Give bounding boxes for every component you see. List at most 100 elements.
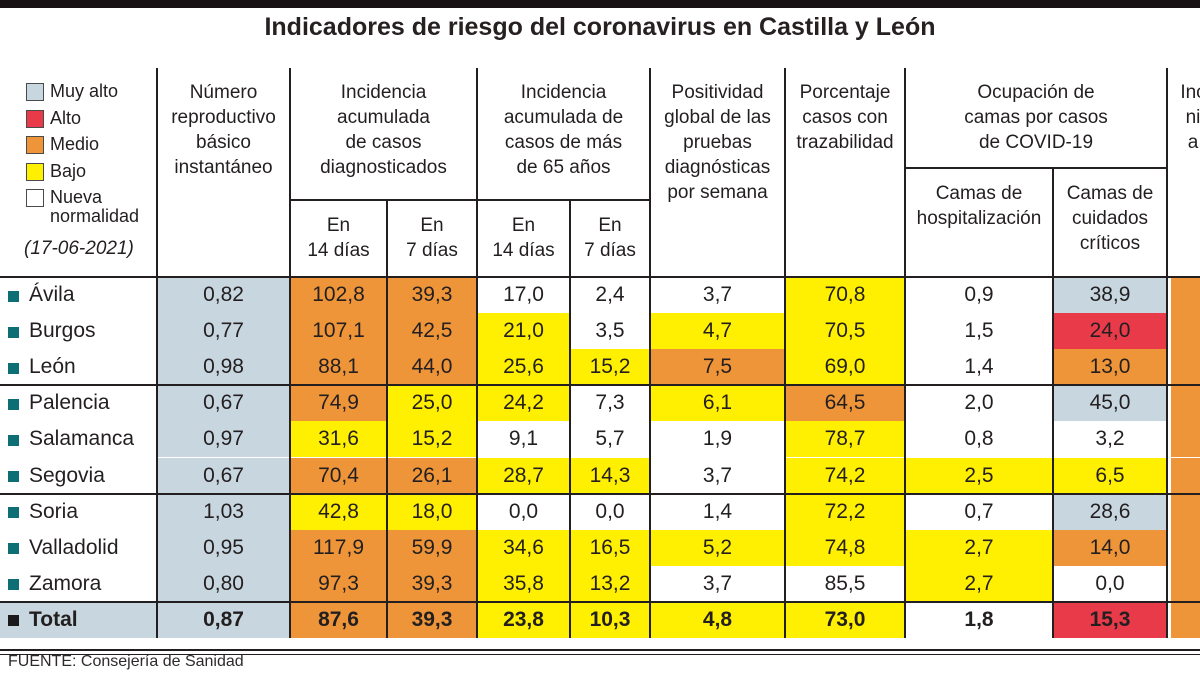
bottom-double-line-1 xyxy=(0,649,1200,651)
cell-zamora-trazabilidad: 85,5 xyxy=(785,565,905,602)
cell-salamanca-camas_criticos: 3,2 xyxy=(1053,421,1167,458)
province-bullet-icon xyxy=(8,362,19,374)
cell-palencia-camas_hosp: 2,0 xyxy=(905,385,1053,422)
legend-label: Nueva normalidad xyxy=(50,187,140,226)
cell-burgos-num_reproductivo: 0,77 xyxy=(157,313,290,350)
cell-segovia-trazabilidad: 74,2 xyxy=(785,457,905,494)
header-positividad: Positividad global de las pruebas diagnó… xyxy=(664,82,771,203)
province-bullet-icon xyxy=(8,471,19,482)
cell-valladolid-positividad: 5,2 xyxy=(650,529,785,566)
cell-salamanca-camas_hosp: 0,8 xyxy=(905,421,1053,458)
legend-label: Bajo xyxy=(50,160,87,181)
column-divider-line xyxy=(904,68,906,638)
row-name: Zamora xyxy=(29,571,102,595)
province-bullet-icon xyxy=(8,543,19,555)
row-name: Segovia xyxy=(29,463,105,487)
row-label-soria: Soria xyxy=(0,493,157,530)
cell-salamanca-ia14_65: 9,1 xyxy=(477,421,570,458)
province-bullet-icon xyxy=(8,434,19,446)
column-divider-line xyxy=(1052,168,1054,638)
row-divider-line xyxy=(290,199,650,201)
cell-ávila-ia7_diag: 39,3 xyxy=(387,277,477,314)
cell-salamanca-cut-column xyxy=(1171,421,1200,458)
cell-palencia-camas_criticos: 45,0 xyxy=(1053,385,1167,422)
cell-segovia-cut-column xyxy=(1171,457,1200,494)
row-label-avila: Ávila xyxy=(0,277,157,314)
cell-ávila-camas_criticos: 38,9 xyxy=(1053,277,1167,314)
row-label-palencia: Palencia xyxy=(0,385,157,422)
header-en14-diag: En 14 días xyxy=(307,215,370,261)
cell-ávila-trazabilidad: 70,8 xyxy=(785,277,905,314)
row-divider-line xyxy=(0,276,1200,278)
cell-zamora-num_reproductivo: 0,80 xyxy=(157,565,290,602)
cell-total-ia7_diag: 39,3 xyxy=(387,601,477,638)
column-divider-line xyxy=(289,68,291,638)
cell-ávila-ia7_65: 2,4 xyxy=(570,277,650,314)
legend-label: Medio xyxy=(50,134,100,154)
header-trazabilidad: Porcentaje casos con trazabilidad xyxy=(796,82,894,153)
cell-segovia-ia14_diag: 70,4 xyxy=(290,457,387,494)
row-name: Salamanca xyxy=(29,427,135,451)
cell-palencia-ia14_65: 24,2 xyxy=(477,385,570,422)
cell-zamora-cut-column xyxy=(1171,565,1200,602)
cell-valladolid-camas_criticos: 14,0 xyxy=(1053,529,1167,566)
cell-total-ia7_65: 10,3 xyxy=(570,601,650,638)
row-label-burgos: Burgos xyxy=(0,313,157,350)
cell-zamora-positividad: 3,7 xyxy=(650,565,785,602)
column-divider-line xyxy=(1166,68,1168,638)
legend-label: Alto xyxy=(50,107,82,128)
province-bullet-icon xyxy=(8,326,19,338)
cell-león-camas_criticos: 13,0 xyxy=(1053,349,1167,386)
cell-zamora-ia7_diag: 39,3 xyxy=(387,565,477,602)
legend-date: (17-06-2021) xyxy=(24,238,134,259)
cell-total-num_reproductivo: 0,87 xyxy=(157,601,290,638)
cell-burgos-trazabilidad: 70,5 xyxy=(785,313,905,350)
cell-zamora-ia7_65: 13,2 xyxy=(570,565,650,602)
column-divider-line xyxy=(649,68,651,638)
cell-soria-ia7_diag: 18,0 xyxy=(387,493,477,530)
header-cut-column-fragment: Inc ni a xyxy=(1180,82,1200,153)
province-bullet-icon xyxy=(8,507,19,519)
cell-salamanca-positividad: 1,9 xyxy=(650,421,785,458)
cell-león-ia7_diag: 44,0 xyxy=(387,349,477,386)
cell-valladolid-camas_hosp: 2,7 xyxy=(905,529,1053,566)
bottom-double-line-2 xyxy=(0,653,1200,655)
cell-total-trazabilidad: 73,0 xyxy=(785,601,905,638)
legend-swatch-medio xyxy=(26,136,44,154)
cell-soria-num_reproductivo: 1,03 xyxy=(157,493,290,530)
legend-swatch-alto xyxy=(26,109,44,128)
cell-soria-ia7_65: 0,0 xyxy=(570,493,650,530)
cell-valladolid-ia14_65: 34,6 xyxy=(477,529,570,566)
legend-label: Muy alto xyxy=(50,81,119,101)
row-name: Ávila xyxy=(29,283,75,306)
cell-zamora-ia14_diag: 97,3 xyxy=(290,565,387,602)
top-black-bar xyxy=(0,0,1200,8)
cell-ávila-ia14_65: 17,0 xyxy=(477,277,570,314)
cell-burgos-camas_hosp: 1,5 xyxy=(905,313,1053,350)
row-label-total: Total xyxy=(0,601,157,638)
cell-soria-ia14_diag: 42,8 xyxy=(290,493,387,530)
row-divider-line xyxy=(0,492,1200,495)
cell-león-num_reproductivo: 0,98 xyxy=(157,349,290,386)
cell-ávila-num_reproductivo: 0,82 xyxy=(157,277,290,314)
cell-ávila-ia14_diag: 102,8 xyxy=(290,277,387,314)
row-name: Valladolid xyxy=(29,535,119,559)
cell-segovia-camas_hosp: 2,5 xyxy=(905,457,1053,494)
cell-soria-trazabilidad: 72,2 xyxy=(785,493,905,530)
column-divider-line xyxy=(476,68,478,638)
header-camas-criticos: Camas de cuidados críticos xyxy=(1066,183,1154,254)
cell-soria-camas_criticos: 28,6 xyxy=(1053,493,1167,530)
row-divider-line xyxy=(0,384,1200,387)
cell-segovia-num_reproductivo: 0,67 xyxy=(157,457,290,494)
page-title: Indicadores de riesgo del coronavirus en… xyxy=(264,13,936,41)
cell-segovia-camas_criticos: 6,5 xyxy=(1053,457,1167,494)
column-divider-line xyxy=(569,200,571,638)
cell-salamanca-trazabilidad: 78,7 xyxy=(785,421,905,458)
source-credit: FUENTE: Consejería de Sanidad xyxy=(8,653,244,670)
cell-zamora-camas_hosp: 2,7 xyxy=(905,565,1053,602)
row-label-segovia: Segovia xyxy=(0,457,157,494)
cell-ávila-camas_hosp: 0,9 xyxy=(905,277,1053,314)
legend-swatch-nueva xyxy=(26,189,44,207)
cell-soria-positividad: 1,4 xyxy=(650,493,785,530)
cell-palencia-ia7_65: 7,3 xyxy=(570,385,650,422)
